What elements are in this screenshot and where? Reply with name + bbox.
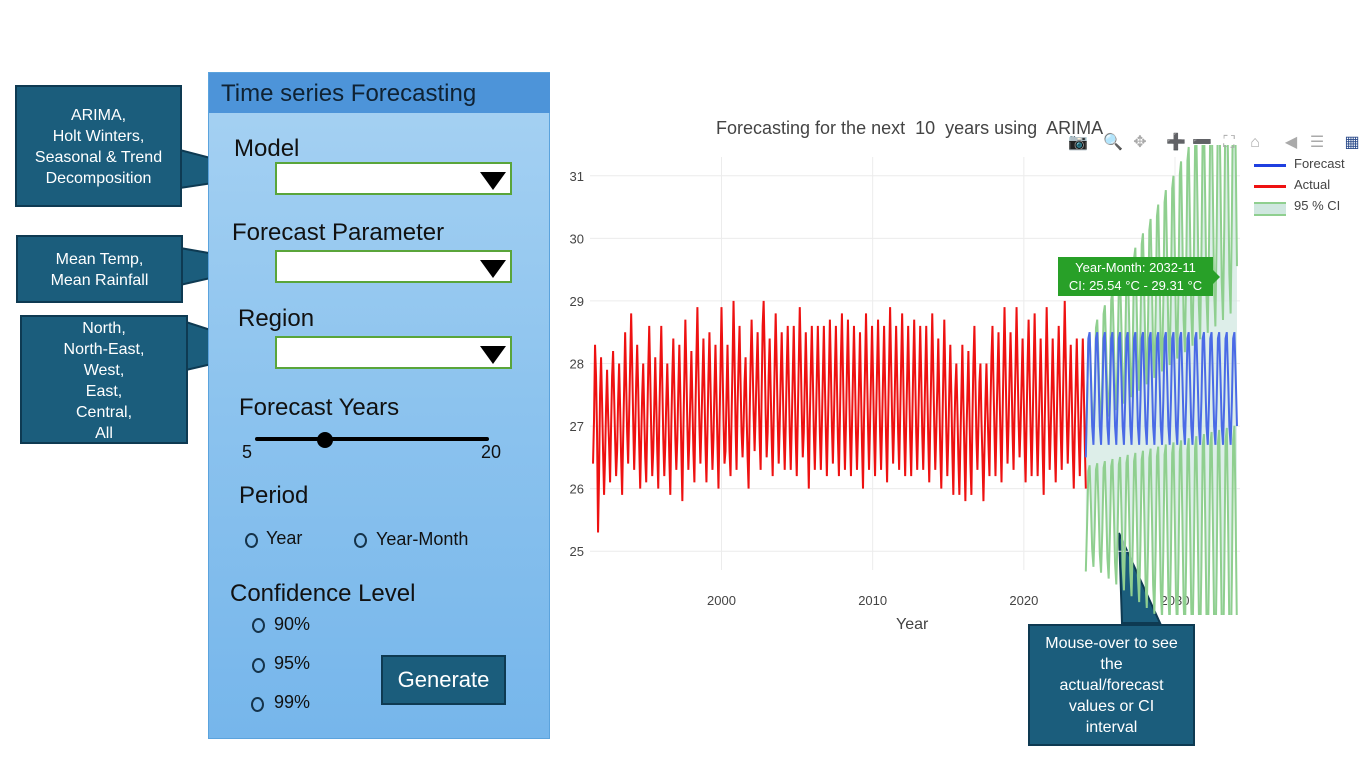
callout-line: ARIMA, — [70, 107, 127, 124]
callout-line: Mean Temp, — [55, 251, 144, 268]
x-tick-label: 2000 — [707, 593, 736, 608]
confidence-radio-99[interactable] — [251, 697, 264, 712]
legend-label: Forecast — [1294, 156, 1345, 171]
x-axis-title: Year — [896, 616, 929, 633]
callout-line: North, — [82, 320, 126, 337]
forecast-parameter-dropdown[interactable] — [275, 250, 512, 283]
confidence-radio-95[interactable] — [252, 658, 265, 673]
spike-lines-icon[interactable]: ◀ — [1284, 134, 1298, 151]
parameter-callout: Mean Temp, Mean Rainfall — [16, 235, 183, 303]
period-option-year-month: Year-Month — [376, 529, 469, 549]
callout-line: Holt Winters, — [52, 128, 145, 145]
legend-swatch-forecast — [1254, 164, 1286, 167]
forecast-years-slider[interactable] — [255, 437, 489, 441]
callout-line: West, — [83, 362, 125, 379]
actual-series-line — [592, 300, 1087, 533]
confidence-radio-90[interactable] — [252, 618, 265, 633]
model-label: Model — [234, 135, 300, 162]
callout-line: interval — [1085, 719, 1138, 736]
forecast-series-line — [1084, 332, 1238, 458]
y-tick-label: 30 — [570, 231, 584, 246]
callout-line: North-East, — [63, 341, 145, 358]
callout-line: Central, — [75, 404, 133, 421]
period-radio-year-month[interactable] — [354, 533, 367, 548]
region-callout: North, North-East, West, East, Central, … — [20, 315, 188, 444]
y-tick-label: 25 — [570, 544, 584, 559]
zoom-icon[interactable]: 🔍 — [1103, 134, 1123, 151]
x-tick-label: 2010 — [858, 593, 887, 608]
panel-title: Time series Forecasting — [209, 73, 550, 113]
forecast-years-slider-handle[interactable] — [317, 432, 334, 448]
zoom-in-icon[interactable]: ➕ — [1166, 134, 1186, 151]
callout-line: All — [95, 425, 113, 442]
region-label: Region — [238, 305, 315, 332]
tooltip-line: CI: 25.54 °C - 29.31 °C — [1068, 278, 1203, 293]
dropdown-arrow-icon — [480, 260, 506, 278]
control-panel: Time series Forecasting Model Forecast P… — [208, 72, 550, 739]
callout-line: actual/forecast — [1059, 677, 1164, 694]
model-dropdown[interactable] — [275, 162, 512, 195]
y-tick-label: 31 — [570, 169, 584, 184]
model-callout: ARIMA, Holt Winters, Seasonal & Trend De… — [15, 85, 182, 207]
dropdown-arrow-icon — [480, 172, 506, 190]
confidence-level-label: Confidence Level — [230, 580, 416, 607]
ci-band — [1085, 145, 1237, 615]
ci-lower-line — [1084, 425, 1238, 615]
y-tick-label: 28 — [570, 357, 584, 372]
slider-min-label: 5 — [242, 442, 253, 462]
callout-line: Decomposition — [45, 170, 152, 187]
confidence-option-99: 99% — [274, 692, 311, 712]
period-option-year: Year — [266, 528, 303, 548]
callout-line: values or CI — [1068, 698, 1155, 715]
period-radio-year[interactable] — [245, 533, 258, 548]
confidence-option-90: 90% — [274, 614, 311, 634]
hover-tooltip: Year-Month: 2032-11 CI: 25.54 °C - 29.31… — [1058, 257, 1213, 296]
dropdown-arrow-icon — [480, 346, 506, 364]
x-tick-label: 2020 — [1009, 593, 1038, 608]
slider-max-label: 20 — [481, 442, 502, 462]
home-icon[interactable]: ⌂ — [1250, 134, 1260, 151]
y-tick-label: 27 — [570, 419, 584, 434]
pan-icon[interactable]: ✥ — [1133, 134, 1147, 151]
confidence-option-95: 95% — [274, 653, 311, 673]
callout-line: East, — [85, 383, 123, 400]
ci-upper-line — [1084, 145, 1238, 447]
compare-hover-icon[interactable]: ☰ — [1309, 134, 1325, 151]
callout-line: the — [1100, 656, 1123, 673]
mouseover-callout: Mouse-over to see the actual/forecast va… — [1028, 624, 1195, 746]
period-label: Period — [239, 482, 309, 509]
region-dropdown[interactable] — [275, 336, 512, 369]
legend-swatch-ci — [1254, 202, 1286, 216]
callout-line: Mean Rainfall — [50, 272, 149, 289]
legend-label: 95 % CI — [1294, 198, 1341, 213]
legend-label: Actual — [1294, 177, 1331, 192]
legend-swatch-actual — [1254, 185, 1286, 188]
plotly-logo-icon[interactable]: ▦ — [1344, 134, 1360, 151]
autoscale-icon[interactable]: ⛶ — [1223, 134, 1235, 151]
tooltip-line: Year-Month: 2032-11 — [1075, 260, 1196, 275]
y-tick-label: 26 — [570, 482, 584, 497]
y-tick-label: 29 — [570, 294, 584, 309]
callout-line: Seasonal & Trend — [34, 149, 163, 166]
forecast-years-label: Forecast Years — [239, 394, 400, 421]
chart-title: Forecasting for the next 10 years using … — [716, 118, 1104, 138]
camera-icon[interactable]: 📷 — [1068, 134, 1088, 151]
generate-button[interactable]: Generate — [381, 655, 506, 705]
callout-line: Mouse-over to see — [1045, 635, 1178, 652]
forecast-parameter-label: Forecast Parameter — [232, 219, 445, 246]
zoom-out-icon[interactable]: ➖ — [1192, 134, 1212, 151]
